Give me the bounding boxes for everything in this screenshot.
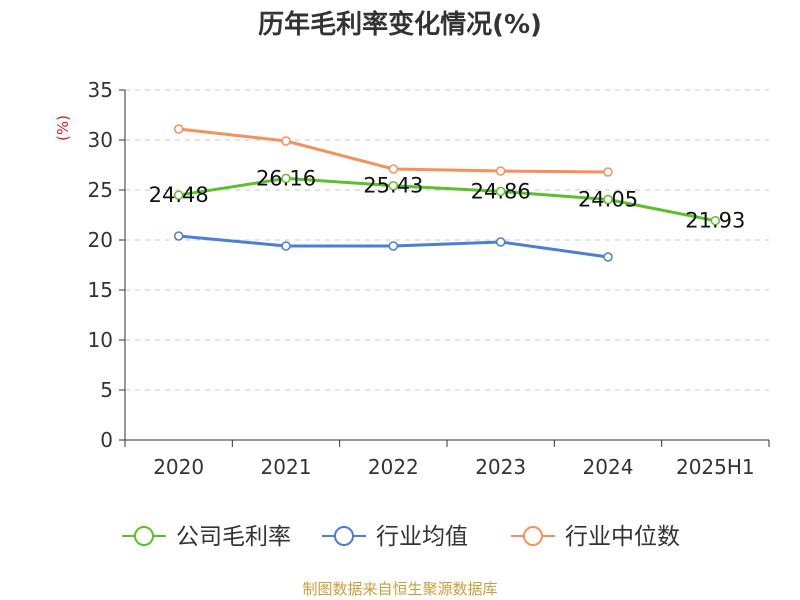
- data-point: [388, 180, 399, 191]
- legend: 公司毛利率 行业均值 行业中位数: [122, 524, 680, 550]
- y-axis-label: (%): [54, 115, 72, 141]
- chart-title: 历年毛利率变化情况(%): [258, 10, 542, 40]
- data-label: 21.93: [685, 209, 745, 233]
- legend-marker: [334, 526, 354, 546]
- data-label: 24.05: [578, 188, 638, 212]
- data-point: [388, 241, 399, 251]
- x-tick-label: 2020: [153, 455, 204, 479]
- axes: [124, 90, 769, 441]
- legend-marker: [134, 526, 154, 546]
- data-point: [495, 237, 506, 247]
- data-point: [173, 190, 184, 200]
- x-tick-label: 2024: [583, 455, 634, 479]
- data-labels: 24.48 26.16 25.43 24.86 24.05 21.93: [149, 166, 746, 232]
- data-point: [281, 173, 291, 184]
- y-tick-label: 35: [88, 78, 113, 102]
- data-point: [603, 252, 613, 262]
- legend-label: 行业均值: [376, 524, 468, 550]
- data-point: [710, 215, 721, 226]
- x-tick-label: 2023: [475, 455, 526, 479]
- data-point: [173, 231, 184, 241]
- series-line-0: [178, 176, 716, 223]
- series-group: [173, 124, 721, 262]
- data-point: [495, 166, 506, 176]
- data-point: [495, 186, 506, 197]
- x-tick-label: 2021: [261, 455, 312, 479]
- data-point: [603, 167, 613, 177]
- data-point: [173, 124, 184, 134]
- y-tick-label: 10: [88, 328, 113, 352]
- y-tick-label: 30: [88, 128, 113, 152]
- x-tick-label: 2025H1: [676, 455, 755, 479]
- data-point: [281, 136, 291, 146]
- x-axis-ticks: 2020 2021 2022 2023 2024 2025H1: [124, 440, 770, 479]
- y-tick-label: 25: [88, 178, 113, 202]
- y-tick-label: 5: [100, 378, 113, 402]
- data-point: [281, 241, 291, 251]
- x-tick-label: 2022: [368, 455, 419, 479]
- y-tick-label: 0: [100, 428, 113, 452]
- legend-label: 行业中位数: [565, 524, 680, 550]
- y-tick-label: 20: [88, 228, 113, 252]
- footer-source: 制图数据来自恒生聚源数据库: [302, 580, 498, 598]
- data-point: [388, 164, 399, 174]
- y-tick-label: 15: [88, 278, 113, 302]
- data-label: 25.43: [363, 174, 423, 198]
- legend-label: 公司毛利率: [176, 524, 291, 550]
- data-point: [603, 194, 613, 205]
- y-axis-ticks: 0 5 10 15 20 25 30 35: [88, 78, 125, 452]
- data-label: 24.48: [149, 183, 209, 207]
- data-label: 24.86: [471, 179, 531, 203]
- data-label: 26.16: [256, 166, 316, 190]
- legend-marker: [523, 526, 543, 546]
